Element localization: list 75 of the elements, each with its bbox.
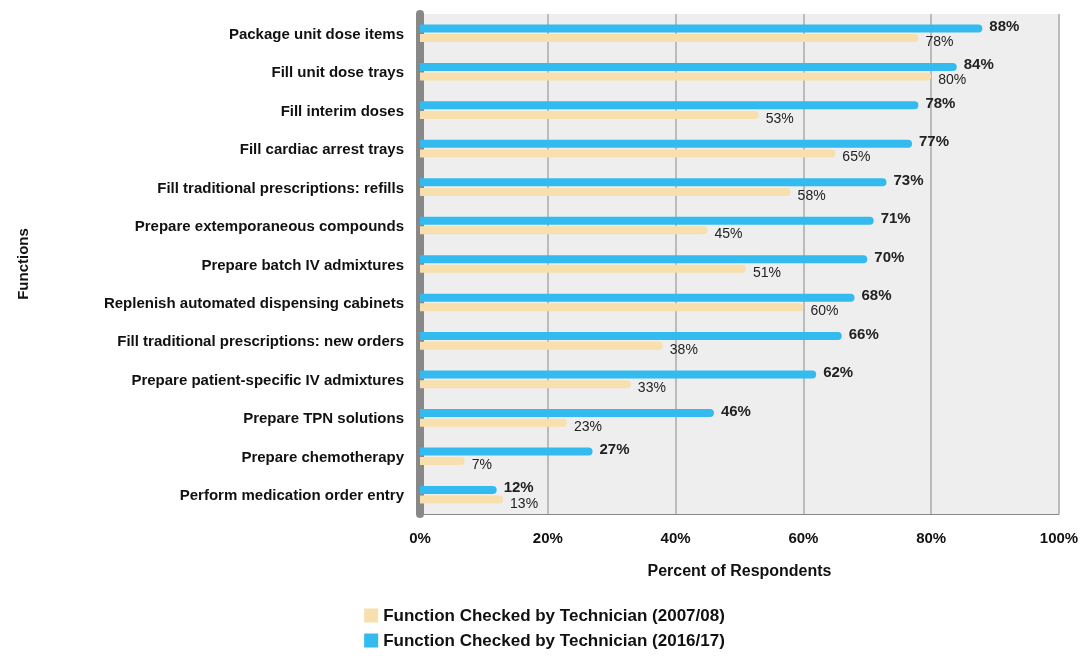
bar [420,303,804,312]
bar [420,495,504,504]
x-tick-label: 20% [532,529,563,546]
bar [420,293,855,302]
bar [420,332,842,341]
data-label: 68% [861,286,892,304]
data-label: 46% [720,401,751,419]
bar [420,187,791,196]
data-label: 88% [989,16,1020,34]
bar [420,264,746,273]
bar [420,110,759,119]
y-tick-label: Perform medication order entry [179,486,405,504]
bar [420,178,887,187]
bar [420,101,919,110]
x-axis-title: Percent of Respondents [647,561,832,579]
x-tick-label: 40% [660,529,691,546]
data-label: 51% [752,263,781,280]
y-tick-label: Prepare patient-specific IV admixtures [131,370,404,388]
data-label: 58% [797,186,826,203]
data-label: 80% [938,71,967,88]
bar [420,139,913,148]
bar [420,341,663,350]
bar [420,72,932,81]
data-label: 45% [714,225,743,242]
bar [420,418,567,427]
y-tick-label: Fill traditional prescriptions: refills [157,178,404,196]
bar [420,34,919,43]
data-label: 71% [880,209,911,227]
legend-label: Function Checked by Technician (2007/08) [383,606,725,625]
data-label: 62% [823,363,854,381]
bar [420,226,708,235]
bar [420,24,983,33]
data-label: 13% [510,494,539,511]
bar [420,409,714,418]
x-tick-label: 0% [409,529,431,546]
data-label: 70% [874,247,905,265]
bar [420,457,465,466]
y-tick-label: Prepare TPN solutions [243,409,404,427]
legend-label: Function Checked by Technician (2016/17) [383,631,725,650]
bar [420,485,497,494]
bar [420,216,874,225]
data-label: 65% [842,148,871,165]
y-tick-label: Prepare batch IV admixtures [201,255,404,273]
y-tick-label: Package unit dose items [228,24,404,42]
y-tick-label: Fill traditional prescriptions: new orders [117,332,404,350]
x-tick-label: 80% [916,529,947,546]
y-tick-label: Prepare extemporaneous compounds [134,217,404,235]
data-label: 38% [669,340,698,357]
x-tick-label: 60% [788,529,819,546]
bar [420,255,868,264]
y-tick-label: Replenish automated dispensing cabinets [103,293,404,311]
x-tick-label: 100% [1039,529,1079,546]
data-label: 23% [573,417,602,434]
data-label: 73% [893,170,924,188]
data-label: 78% [925,33,954,50]
data-label: 12% [503,478,534,496]
data-label: 53% [765,109,794,126]
bar [420,370,817,379]
bar [420,149,836,158]
bar [420,380,631,389]
y-tick-label: Fill unit dose trays [271,63,404,81]
bar [420,62,957,71]
bar [420,447,593,456]
y-tick-label: Fill interim doses [280,101,404,119]
data-label: 60% [810,302,839,319]
data-label: 84% [963,55,994,73]
y-tick-label: Fill cardiac arrest trays [239,140,404,158]
data-label: 66% [848,324,879,342]
data-label: 33% [637,379,666,396]
data-label: 77% [919,132,950,150]
y-tick-label: Prepare chemotherapy [241,447,405,465]
data-label: 7% [471,456,492,473]
data-label: 78% [925,93,956,111]
y-axis-title: Functions [14,228,31,300]
data-label: 27% [599,440,630,458]
